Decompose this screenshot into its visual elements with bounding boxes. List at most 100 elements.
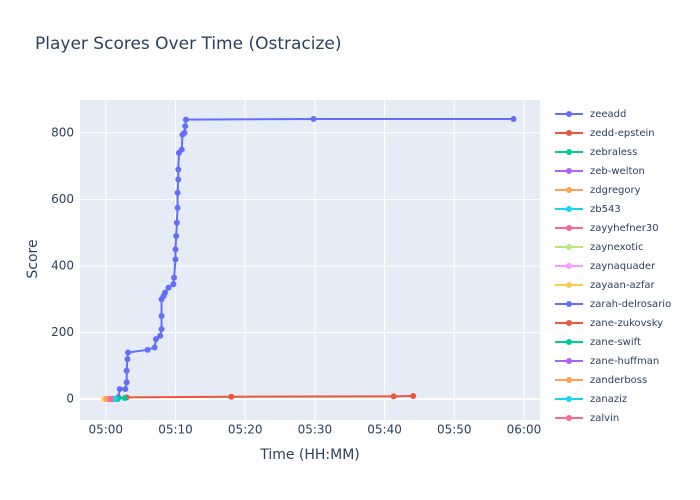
legend-marker [566,339,572,345]
data-point [144,346,151,353]
x-tick-label: 05:40 [367,423,402,437]
data-point [157,332,164,339]
data-point [173,219,180,226]
data-point [510,115,517,122]
legend-label: zarah-delrosario [590,299,671,310]
legend-marker [566,187,572,193]
legend-item[interactable]: zayaan-azfar [555,280,656,291]
data-point [111,396,118,403]
legend-item[interactable]: zayyhefner30 [555,223,659,234]
data-point [310,115,317,122]
data-point [173,233,180,240]
data-point [175,176,182,183]
legend-marker [566,206,572,212]
y-axis-title: Score [25,239,41,278]
legend-item[interactable]: zedd-epstein [555,128,655,139]
legend-item[interactable]: zane-zukovsky [555,318,663,329]
data-point [121,395,128,402]
data-point [390,393,397,400]
data-point [172,256,179,263]
data-point [175,166,182,173]
legend-item[interactable]: zeb-welton [555,166,645,177]
legend-marker [566,358,572,364]
y-tick-label: 600 [51,192,74,206]
legend-marker [566,320,572,326]
data-point [158,312,165,319]
legend-marker [566,282,572,288]
data-point [152,336,159,343]
x-tick-label: 06:00 [507,423,542,437]
x-tick-label: 05:20 [228,423,263,437]
data-point [174,204,181,211]
data-point [151,344,158,351]
legend-item[interactable]: zb543 [555,204,621,215]
legend-item[interactable]: zane-huffman [555,356,659,367]
data-point [125,349,132,356]
legend-marker [566,263,572,269]
legend-label: zebraless [590,147,637,158]
legend-item[interactable]: zaynaquader [555,261,656,272]
legend-label: zalvin [590,413,619,424]
data-point [162,289,169,296]
data-point [178,146,185,153]
data-point [410,393,417,400]
legend-label: zane-zukovsky [590,318,663,329]
legend-label: zaynaquader [590,261,656,272]
legend-item[interactable]: zdgregory [555,185,641,196]
data-point [174,189,181,196]
legend-item[interactable]: zane-swift [555,337,641,348]
legend-marker [566,396,572,402]
data-point [122,386,129,393]
legend-marker [566,130,572,136]
legend-label: zedd-epstein [590,128,655,139]
data-point [124,356,131,363]
data-point [107,396,114,403]
y-tick-label: 800 [51,125,74,139]
y-tick-label: 400 [51,258,74,272]
x-tick-label: 05:30 [298,423,333,437]
x-tick-label: 05:00 [88,423,123,437]
legend-marker [566,415,572,421]
data-point [158,326,165,333]
legend-item[interactable]: zanderboss [555,375,647,386]
data-point [170,281,177,288]
legend-item[interactable]: zebraless [555,147,637,158]
legend-item[interactable]: zanaziz [555,394,627,405]
legend-label: zeb-welton [590,166,645,177]
legend-label: zayyhefner30 [590,223,659,234]
legend-item[interactable]: zarah-delrosario [555,299,671,310]
legend-marker [566,301,572,307]
data-point [172,246,179,253]
data-point [171,274,178,281]
legend-label: zanderboss [590,375,647,386]
data-point [123,379,130,386]
chart-title: Player Scores Over Time (Ostracize) [35,34,342,54]
data-point [123,367,130,374]
data-point [181,129,188,136]
legend-label: zane-huffman [590,356,659,367]
legend-label: zb543 [590,204,621,215]
legend-marker [566,377,572,383]
legend-label: zeeadd [590,109,626,120]
data-point [165,284,172,291]
x-tick-label: 05:50 [437,423,472,437]
legend-label: zayaan-azfar [590,280,656,291]
data-point [228,393,235,400]
x-axis-title: Time (HH:MM) [259,447,360,463]
legend-item[interactable]: zaynexotic [555,242,644,253]
legend-marker [566,111,572,117]
legend-item[interactable]: zeeadd [555,109,626,120]
legend-label: zaynexotic [590,242,644,253]
legend-label: zane-swift [590,337,641,348]
legend-label: zanaziz [590,394,627,405]
data-point [182,116,189,123]
y-tick-label: 0 [66,392,74,406]
data-point [116,386,123,393]
y-tick-label: 200 [51,325,74,339]
legend-marker [566,149,572,155]
data-point [103,396,110,403]
legend-item[interactable]: zalvin [555,413,619,424]
legend-marker [566,225,572,231]
legend-marker [566,168,572,174]
